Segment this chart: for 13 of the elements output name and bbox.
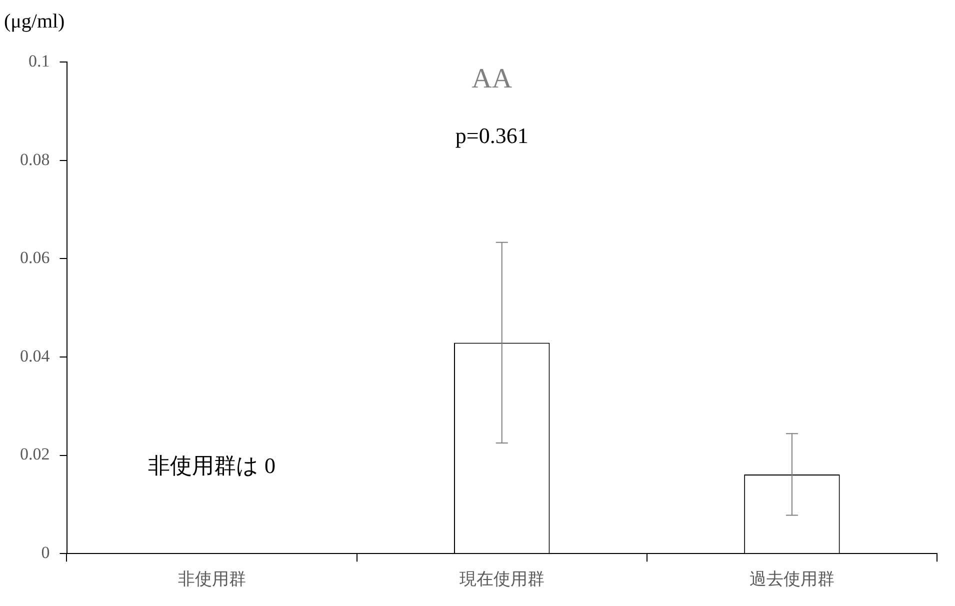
x-tick-label: 非使用群: [178, 569, 246, 588]
x-tick-label: 過去使用群: [749, 569, 834, 588]
annotation: p=0.361: [455, 122, 528, 148]
y-tick-label: 0.02: [20, 444, 50, 464]
y-tick-label: 0.08: [20, 150, 50, 169]
chart-title: AA: [472, 63, 513, 94]
y-tick-label: 0.06: [20, 248, 50, 268]
y-axis-title: (μg/ml): [4, 10, 65, 32]
y-tick-label: 0.1: [28, 51, 50, 70]
y-tick-label: 0.04: [20, 346, 50, 366]
y-tick-label: 0: [41, 543, 50, 562]
x-tick-label: 現在使用群: [459, 569, 544, 588]
annotation: 非使用群は 0: [148, 453, 276, 478]
